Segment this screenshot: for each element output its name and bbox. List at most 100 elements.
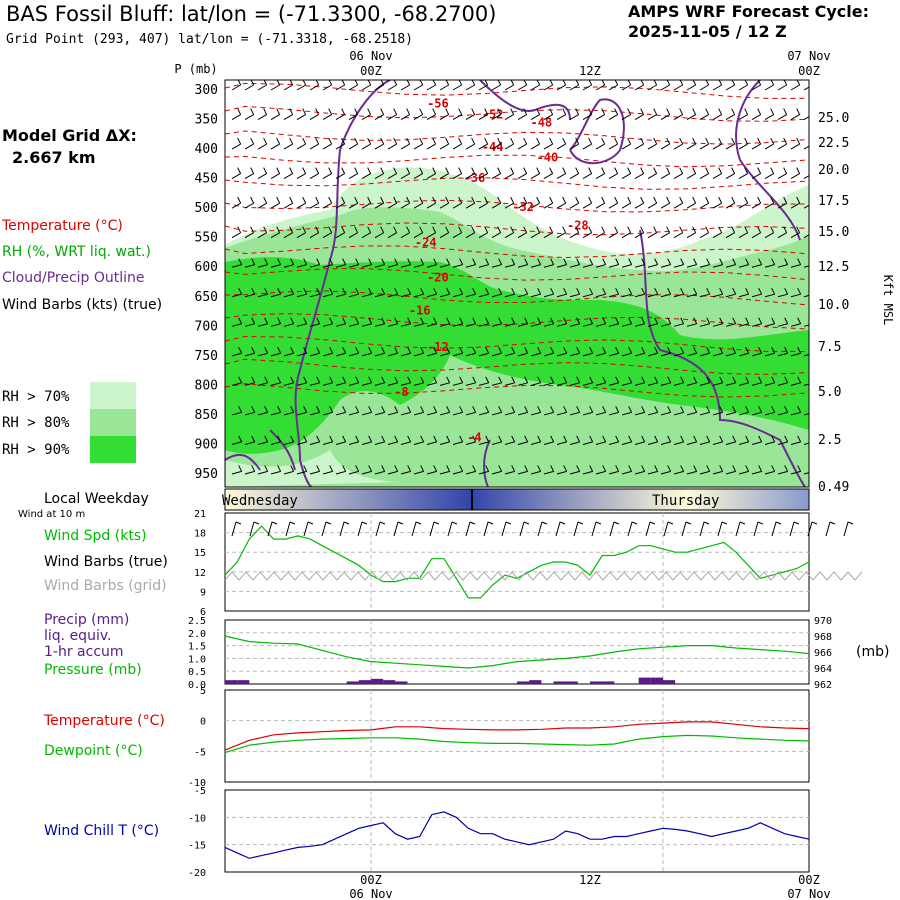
wind-barb <box>582 411 593 416</box>
wind-barb <box>361 470 372 475</box>
cloud-outline-path <box>735 80 801 241</box>
pressure-line <box>224 635 810 669</box>
wind-barb <box>660 411 671 416</box>
wind-barb-flag <box>380 167 385 174</box>
wind-barb <box>257 232 267 239</box>
true-wind-barb <box>573 521 579 537</box>
wind-barb <box>790 323 801 327</box>
wind-barb-flag <box>237 196 242 204</box>
true-wind-barb-flag <box>739 521 746 525</box>
wind-barb-flag <box>666 137 671 145</box>
wind-barb-flag <box>355 465 360 472</box>
wind-barb-flag <box>563 465 568 472</box>
wind-barb-flag <box>731 196 736 204</box>
wind-barb-flag <box>771 376 776 384</box>
wind-barb-flag <box>810 197 813 203</box>
wind-barb <box>686 441 697 445</box>
wind-barb-flag <box>368 347 373 354</box>
wind-barb-flag <box>784 347 789 354</box>
wind-barb <box>348 411 359 416</box>
wind-barb-flag <box>368 406 373 413</box>
local-weekday-label: Local Weekday <box>44 491 149 507</box>
wind-barb-flag <box>315 226 320 233</box>
wind-barb-flag <box>770 108 775 115</box>
true-wind-barb <box>285 521 291 537</box>
wind-barb <box>452 202 462 209</box>
wind-barb <box>413 114 423 120</box>
wind-barb <box>790 411 801 416</box>
wind-barb <box>673 323 684 327</box>
wind-barb <box>439 352 450 357</box>
wind-barb <box>452 114 462 120</box>
wind-barb <box>660 441 671 445</box>
cloud-outline-path <box>479 80 571 121</box>
wind-barb-flag <box>784 376 789 384</box>
wind-barb <box>712 352 723 357</box>
wind-barb <box>673 382 684 386</box>
wind-barb <box>465 382 476 386</box>
wind-barb <box>374 293 385 298</box>
wind-barb-flag <box>693 376 698 384</box>
wind-barb-flag <box>276 137 281 145</box>
wind-barb-flag <box>576 376 581 384</box>
wind-barb <box>777 173 787 180</box>
wind-barb-flag <box>524 376 529 384</box>
wind-barb-flag <box>732 465 737 472</box>
wind-barb <box>569 323 580 327</box>
wind-barb <box>725 232 735 239</box>
wind-barb-flag <box>511 376 516 384</box>
wind-barb <box>582 323 593 327</box>
pressure-tick-label: 450 <box>195 172 218 187</box>
wind-barb <box>439 441 450 445</box>
wind-barb <box>231 232 241 239</box>
temperature-contour-label: -56 <box>427 97 449 111</box>
wind-barb-flag <box>237 80 242 86</box>
temperature-contour-label: -48 <box>530 116 552 130</box>
top-time-tick: 00Z <box>360 64 382 78</box>
wind-barb-flag <box>355 347 360 354</box>
wind-barb-flag <box>718 196 723 204</box>
wind-barb <box>517 441 528 445</box>
wind-barb-flag <box>653 196 658 204</box>
true-wind-barb <box>249 521 255 537</box>
wind-barb <box>582 470 593 475</box>
wind-barb <box>751 352 762 357</box>
wind-barb-flag <box>342 435 347 443</box>
height-tick-label: 7.5 <box>818 340 841 355</box>
wind-barb <box>660 323 671 327</box>
wind-barb <box>543 441 554 445</box>
wind-barb <box>764 323 775 327</box>
wind-barb-flag <box>380 226 385 233</box>
wind-barb-flag <box>745 435 750 443</box>
wind-barb <box>348 114 358 120</box>
wind-barb <box>556 173 566 180</box>
wind-barb <box>777 382 788 386</box>
wind-barb-flag <box>731 80 736 86</box>
wind-barb-flag <box>498 435 503 443</box>
true-wind-barb-flag <box>235 521 242 525</box>
wind-barb-flag <box>394 406 399 413</box>
rh-shading <box>225 167 809 487</box>
wind-ytick: 9 <box>200 587 206 598</box>
wind-barb-flag <box>251 287 256 295</box>
wind-barb-flag <box>276 226 281 233</box>
wind-barb-flag <box>524 347 529 354</box>
wind-barb-flag <box>705 226 710 233</box>
true-wind-barb <box>501 521 507 537</box>
pressure-tick-label: 600 <box>195 260 218 275</box>
wind-barb-flag <box>562 196 567 204</box>
wind-barb <box>335 232 345 239</box>
wind-barb-flag <box>472 406 477 413</box>
wind-barb-flag <box>811 406 814 412</box>
wind-barb <box>595 84 605 91</box>
wind-barb <box>465 232 475 239</box>
wind-barb-flag <box>706 435 711 443</box>
wind-barb <box>231 293 242 298</box>
true-wind-barb <box>465 521 471 537</box>
wind-barb-flag <box>276 196 281 204</box>
wind-barb <box>777 232 787 239</box>
wind-barb-flag <box>575 167 580 174</box>
wind-barb <box>790 352 801 357</box>
wind-barb-flag <box>251 347 256 354</box>
temperature-contour-label: -52 <box>482 107 504 121</box>
